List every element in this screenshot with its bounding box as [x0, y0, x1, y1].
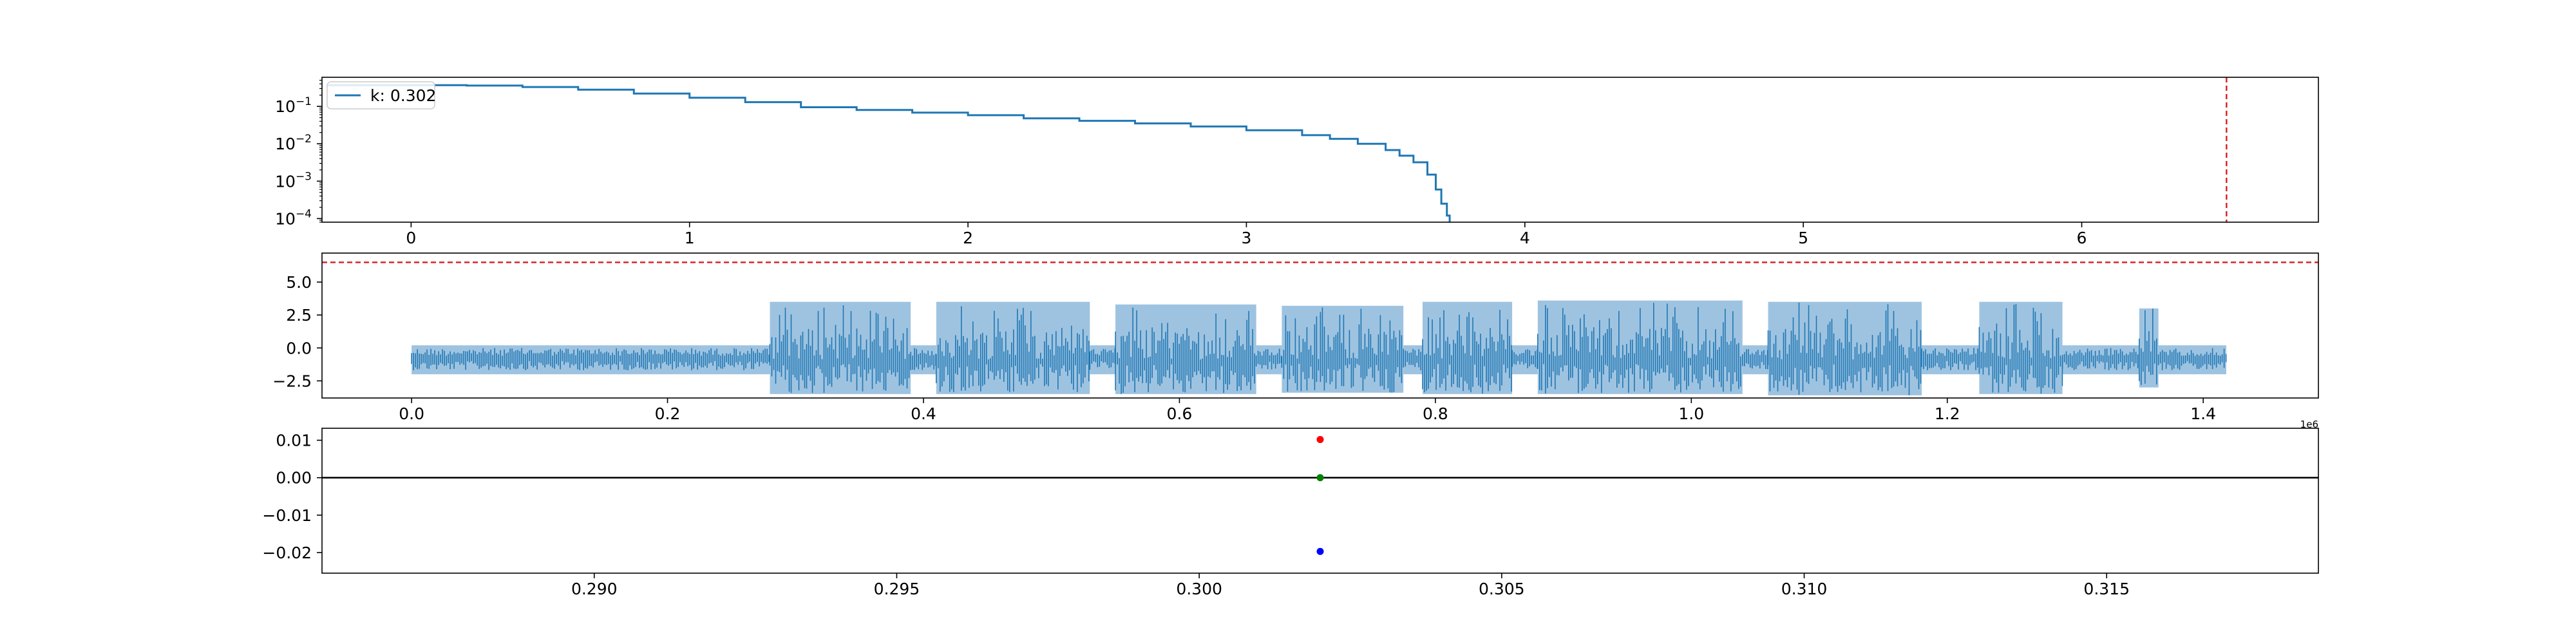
x-tick-label: 1.4 — [2190, 404, 2216, 423]
x-tick-label: 0.290 — [571, 580, 618, 598]
x-tick-label: 1 — [685, 229, 695, 247]
y-tick-label: −0.01 — [262, 506, 312, 525]
x-tick-label: 5 — [1798, 229, 1808, 247]
y-tick-exponent: −1 — [296, 95, 312, 108]
x-tick-label: 1.0 — [1678, 404, 1704, 423]
p1-legend: k: 0.302 — [327, 82, 436, 109]
p1-axes-background — [322, 77, 2318, 222]
y-tick-label: 0.01 — [276, 431, 312, 450]
y-tick-base: 10 — [275, 172, 296, 191]
x-tick-label: 0.305 — [1479, 580, 1525, 598]
x-tick-label: 0.2 — [655, 404, 681, 423]
x-tick-label: 0.6 — [1167, 404, 1193, 423]
scatter-point — [1317, 436, 1324, 443]
y-tick-label: −0.02 — [262, 544, 312, 562]
burst-envelope — [1282, 306, 1403, 393]
y-tick-label: 2.5 — [286, 306, 312, 325]
x-tick-label: 0.300 — [1176, 580, 1222, 598]
scatter-point — [1317, 548, 1324, 555]
y-tick-base: 10 — [275, 209, 296, 228]
burst-envelope — [1979, 302, 2062, 394]
x-tick-label: 2 — [963, 229, 973, 247]
x-tick-label: 0.0 — [399, 404, 424, 423]
y-tick-base: 10 — [275, 97, 296, 116]
y-tick-label: 5.0 — [286, 273, 312, 292]
y-tick-exponent: −3 — [296, 170, 312, 183]
y-tick-label: 0.0 — [286, 339, 312, 357]
x-tick-label: 0.295 — [874, 580, 920, 598]
y-tick-label: −2.5 — [272, 372, 312, 390]
x-tick-label: 4 — [1520, 229, 1530, 247]
x-tick-label: 1.2 — [1935, 404, 1960, 423]
legend-label: k: 0.302 — [370, 86, 436, 105]
x-tick-label: 0 — [406, 229, 416, 247]
x-tick-label: 3 — [1241, 229, 1251, 247]
y-tick-exponent: −2 — [296, 133, 312, 146]
x-tick-label: 6 — [2077, 229, 2087, 247]
y-tick-label: 0.00 — [276, 469, 312, 488]
y-tick-exponent: −4 — [296, 207, 312, 220]
scatter-point — [1317, 474, 1324, 481]
x-tick-label: 0.4 — [911, 404, 936, 423]
x-tick-label: 0.310 — [1781, 580, 1828, 598]
x-tick-label: 0.315 — [2083, 580, 2130, 598]
panel-scatter: 0.290 0.295 0.300 0.305 0.310 0.315 0.01 0.00 −… — [262, 428, 2318, 598]
y-tick-base: 10 — [275, 135, 296, 153]
x-tick-label: 0.8 — [1423, 404, 1448, 423]
